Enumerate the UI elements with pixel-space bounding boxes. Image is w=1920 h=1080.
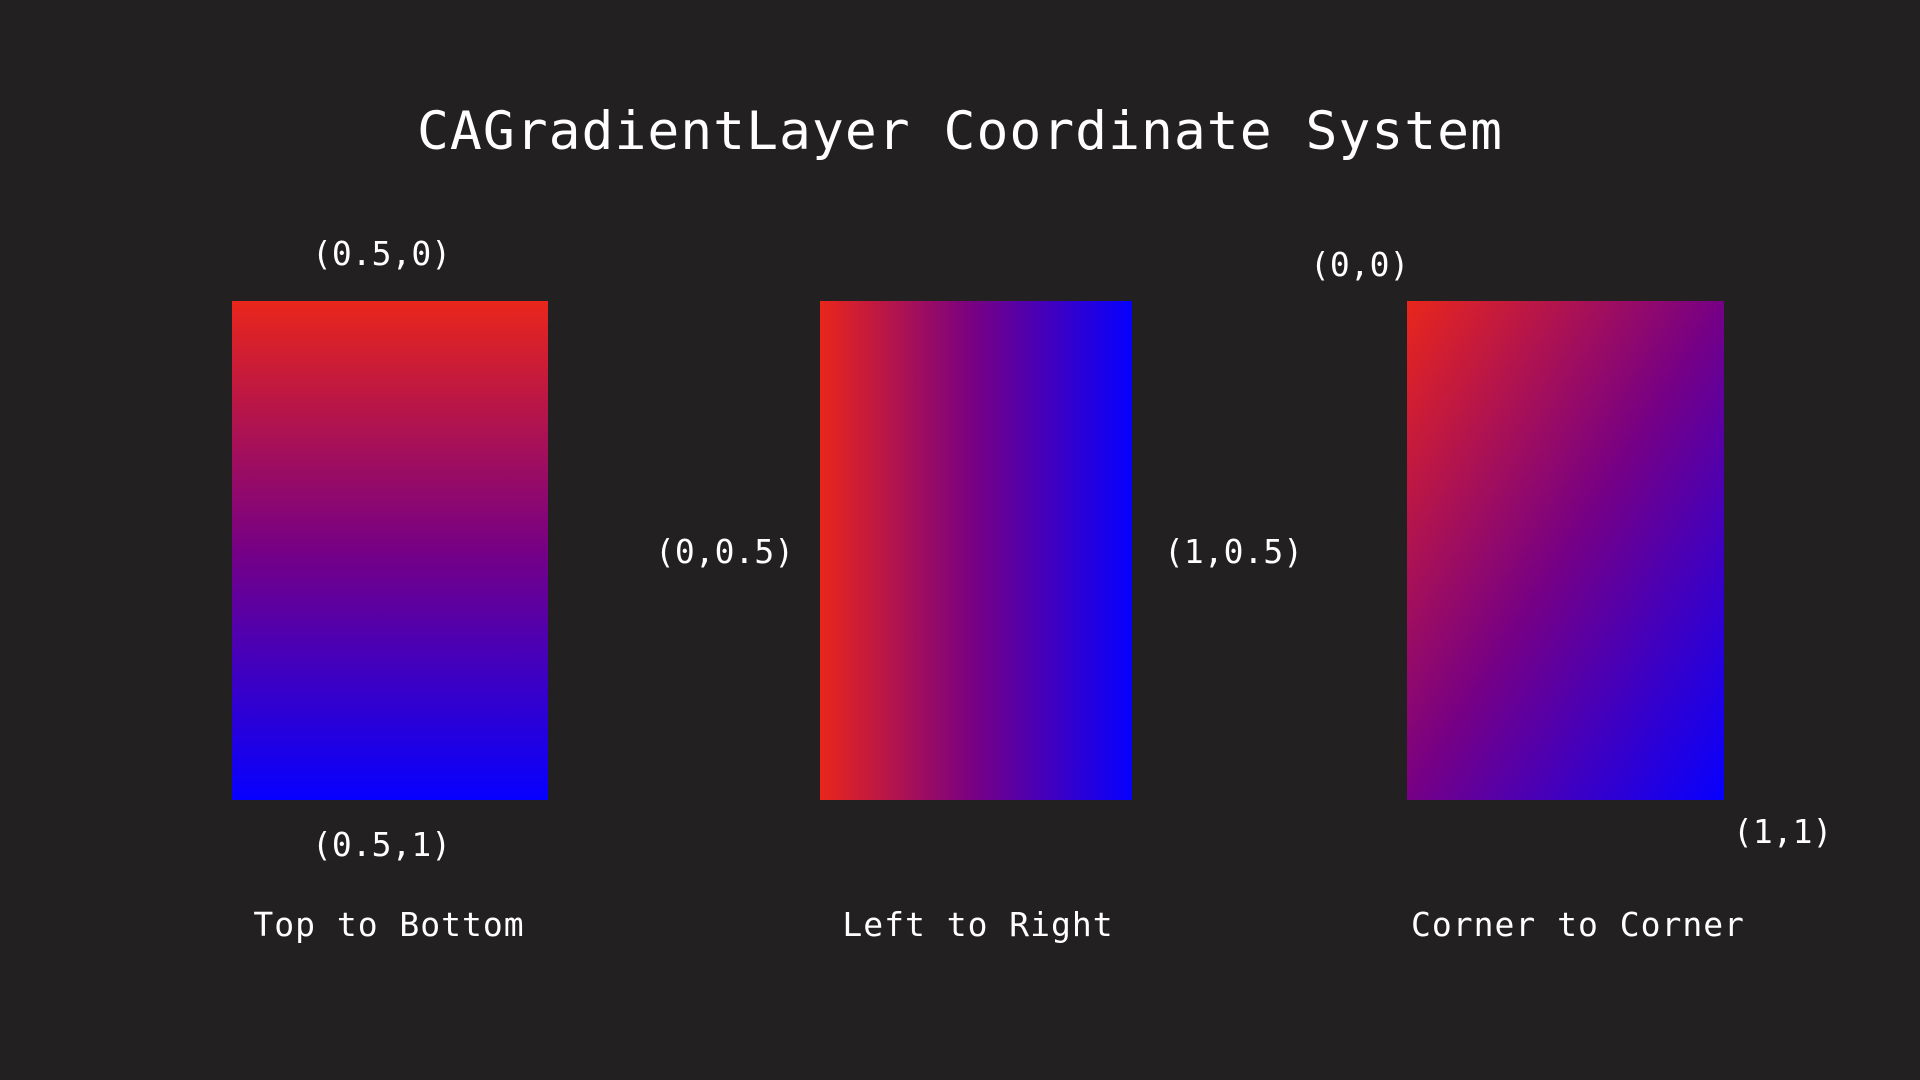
caption-left-to-right: Left to Right	[842, 905, 1114, 944]
start-point-label-top-to-bottom: (0.5,0)	[312, 234, 452, 273]
caption-corner-to-corner: Corner to Corner	[1411, 905, 1745, 944]
end-point-label-corner-to-corner: (1,1)	[1733, 812, 1833, 851]
gradient-box-left-to-right	[820, 301, 1132, 800]
start-point-label-left-to-right: (0,0.5)	[655, 532, 795, 571]
caption-top-to-bottom: Top to Bottom	[253, 905, 525, 944]
end-point-label-left-to-right: (1,0.5)	[1164, 532, 1304, 571]
gradient-box-top-to-bottom	[232, 301, 548, 800]
end-point-label-top-to-bottom: (0.5,1)	[312, 825, 452, 864]
gradient-box-corner-to-corner	[1407, 301, 1724, 800]
page-title: CAGradientLayer Coordinate System	[417, 101, 1503, 162]
start-point-label-corner-to-corner: (0,0)	[1310, 245, 1410, 284]
